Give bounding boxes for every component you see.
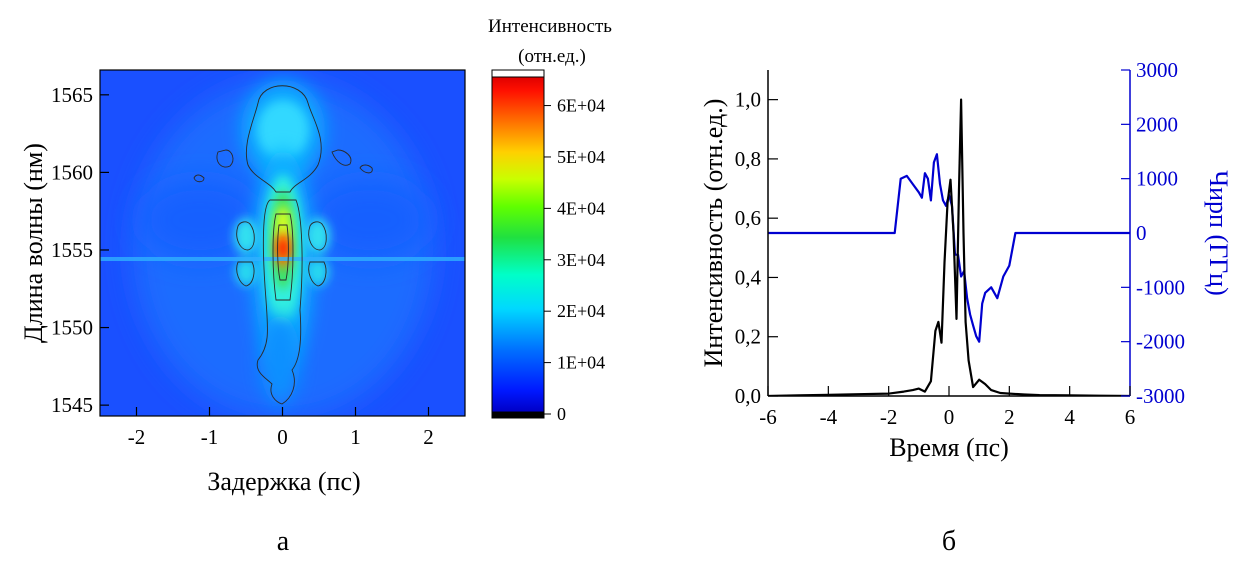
- heatmap-x-tick-label: 2: [423, 425, 434, 449]
- line-x-tick-label: 6: [1125, 405, 1136, 429]
- colorbar-tick-label: 2E+04: [557, 301, 605, 321]
- colorbar-title: Интенсивность: [488, 16, 612, 37]
- heatmap-x-tick-label: -1: [201, 425, 219, 449]
- line-y-tick-label: 0,4: [735, 265, 762, 289]
- line-x-tick-label: 2: [1004, 405, 1015, 429]
- heatmap-y-tick-label: 1565: [51, 83, 93, 107]
- line-x-tick-label: -4: [820, 405, 838, 429]
- line-y-tick-label: 0,8: [735, 147, 761, 171]
- panel-label-a: а: [277, 526, 290, 557]
- heatmap-x-tick-label: 1: [350, 425, 361, 449]
- line-panel: -6 -4 -2 0 2 4 6 0,0 0,2 0,4 0,6 0,8 1,0 -3000 -2000…: [699, 58, 1233, 462]
- heatmap-y-tick-label: 1555: [51, 238, 93, 262]
- colorbar-unit: (отн.ед.): [518, 46, 586, 67]
- heatmap-x-label: Задержка (пс): [207, 467, 360, 496]
- line-x-tick-label: 0: [944, 405, 955, 429]
- line-y2-tick-label: 2000: [1136, 112, 1178, 136]
- heatmap-y-tick-label: 1560: [51, 160, 93, 184]
- line-y-tick-label: 0,6: [735, 206, 761, 230]
- heatmap-x-tick-label: -2: [128, 425, 146, 449]
- series-intensity-line: [768, 100, 1130, 396]
- heatmap-image: [100, 70, 465, 420]
- line-y2-tick-label: -1000: [1136, 275, 1185, 299]
- line-x-tick-label: 4: [1064, 405, 1075, 429]
- line-x-ticks: -6 -4 -2 0 2 4 6: [759, 386, 1135, 429]
- colorbar: Интенсивность (отн.ед.) 0 1E+04 2E+04 3E+04…: [488, 16, 612, 424]
- heatmap-y-tick-label: 1550: [51, 316, 93, 340]
- colorbar-tick-label: 4E+04: [557, 198, 605, 218]
- colorbar-tick-label: 6E+04: [557, 96, 605, 116]
- line-x-label: Время (пс): [889, 433, 1009, 462]
- line-y-tick-label: 1,0: [735, 88, 761, 112]
- series-chirp-line: [768, 154, 1130, 342]
- line-x-tick-label: -6: [759, 405, 777, 429]
- line-y2-tick-label: 1000: [1136, 167, 1178, 191]
- colorbar-tick-label: 5E+04: [557, 147, 605, 167]
- line-y2-label: Чирп (ГГц): [1204, 170, 1233, 296]
- heatmap-y-label: Длина волны (нм): [19, 143, 48, 343]
- line-x-tick-label: -2: [880, 405, 898, 429]
- colorbar-ticks: 0 1E+04 2E+04 3E+04 4E+04 5E+04 6E+04: [544, 96, 605, 424]
- heatmap-panel: -2 -1 0 1 2 1545 1550 1555 1560 1565 Задержка (п…: [19, 70, 465, 496]
- colorbar-tick-label: 0: [557, 404, 566, 424]
- line-y-tick-label: 0,0: [735, 384, 761, 408]
- colorbar-gradient: [492, 77, 544, 418]
- line-y-ticks: 0,0 0,2 0,4 0,6 0,8 1,0: [735, 88, 778, 408]
- heatmap-y-tick-label: 1545: [51, 393, 93, 417]
- colorbar-tick-label: 3E+04: [557, 250, 605, 270]
- line-y-tick-label: 0,2: [735, 325, 761, 349]
- line-y2-tick-label: -2000: [1136, 330, 1185, 354]
- heatmap-x-tick-label: 0: [277, 425, 288, 449]
- line-y-label: Интенсивность (отн.ед.): [699, 99, 728, 368]
- panel-label-b: б: [942, 526, 956, 557]
- line-y2-tick-label: 0: [1136, 221, 1147, 245]
- line-y2-tick-label: -3000: [1136, 384, 1185, 408]
- line-y2-tick-label: 3000: [1136, 58, 1178, 82]
- colorbar-tick-label: 1E+04: [557, 353, 605, 373]
